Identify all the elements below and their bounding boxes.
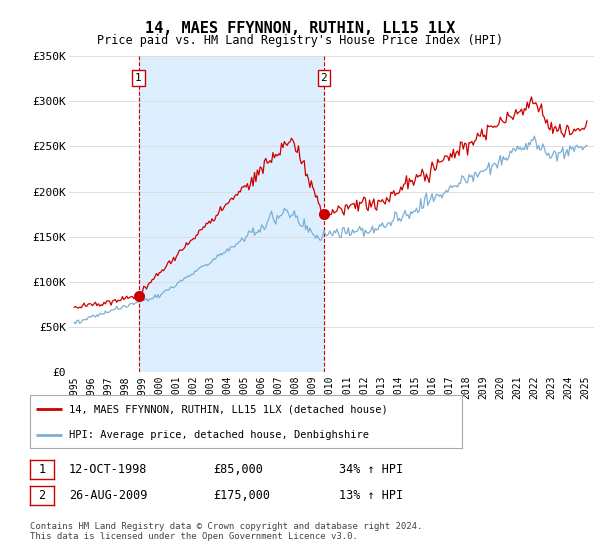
Text: 34% ↑ HPI: 34% ↑ HPI	[339, 463, 403, 476]
Text: HPI: Average price, detached house, Denbighshire: HPI: Average price, detached house, Denb…	[69, 430, 369, 440]
Text: 2: 2	[320, 73, 327, 83]
Text: 12-OCT-1998: 12-OCT-1998	[69, 463, 148, 476]
Text: 26-AUG-2009: 26-AUG-2009	[69, 489, 148, 502]
Text: 13% ↑ HPI: 13% ↑ HPI	[339, 489, 403, 502]
Text: 2: 2	[38, 489, 46, 502]
Text: 14, MAES FFYNNON, RUTHIN, LL15 1LX: 14, MAES FFYNNON, RUTHIN, LL15 1LX	[145, 21, 455, 36]
Text: £175,000: £175,000	[213, 489, 270, 502]
Text: 1: 1	[135, 73, 142, 83]
Text: £85,000: £85,000	[213, 463, 263, 476]
Text: 1: 1	[38, 463, 46, 476]
Bar	[139, 56, 324, 372]
Text: Price paid vs. HM Land Registry's House Price Index (HPI): Price paid vs. HM Land Registry's House …	[97, 34, 503, 46]
Text: Contains HM Land Registry data © Crown copyright and database right 2024.
This d: Contains HM Land Registry data © Crown c…	[30, 522, 422, 542]
Text: 14, MAES FFYNNON, RUTHIN, LL15 1LX (detached house): 14, MAES FFYNNON, RUTHIN, LL15 1LX (deta…	[69, 404, 388, 414]
